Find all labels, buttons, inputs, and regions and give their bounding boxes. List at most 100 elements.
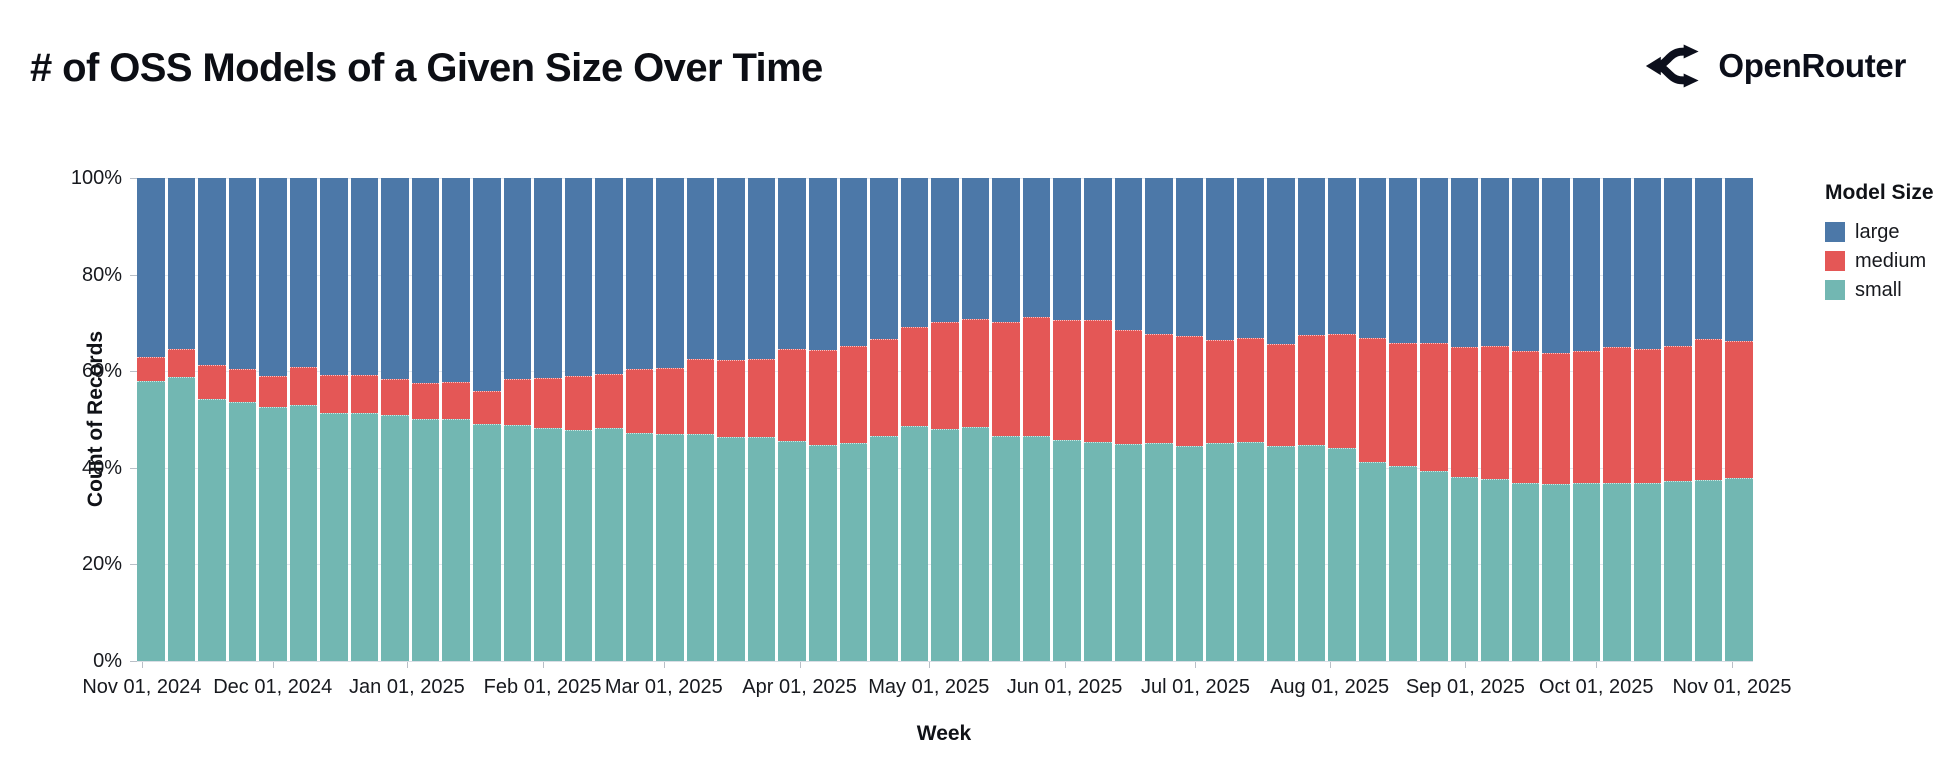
bar-segment-medium [625, 368, 654, 433]
y-tick [130, 661, 137, 662]
bar-segment-large [167, 178, 196, 349]
bar-segment-medium [1694, 339, 1723, 480]
bar-segment-medium [350, 375, 379, 414]
bar-segment-medium [1450, 346, 1479, 478]
bar-segment-small [473, 423, 501, 661]
bar-week-50 [1633, 178, 1662, 661]
bar-segment-small [381, 415, 409, 661]
y-tick [130, 274, 137, 276]
brand-name: OpenRouter [1718, 47, 1906, 84]
bar-segment-small [1358, 461, 1387, 661]
bar-segment-medium [411, 383, 440, 420]
bar-segment-small [809, 445, 837, 661]
bar-segment-large [1664, 178, 1692, 347]
y-tick [130, 564, 137, 566]
legend-entry-medium: medium [1825, 251, 1947, 271]
bar-segment-small [1083, 441, 1112, 661]
bar-week-43 [1419, 178, 1448, 661]
bar-segment-large [625, 178, 654, 369]
bar-week-20 [717, 178, 745, 661]
bar-segment-large [442, 178, 471, 383]
x-tick-label: Nov 01, 2025 [1672, 676, 1792, 698]
bar-segment-medium [809, 349, 837, 446]
bar-segment-medium [534, 377, 562, 428]
bar-segment-large [1694, 178, 1723, 340]
x-tick [1596, 662, 1598, 668]
bar-segment-large [1725, 178, 1753, 341]
bar-week-8 [350, 178, 379, 661]
x-tick-label: May 01, 2025 [868, 676, 990, 698]
y-axis-title: Count of Records [84, 330, 108, 508]
bar-segment-medium [1542, 353, 1570, 485]
bar-segment-large [1419, 178, 1448, 343]
legend-entries: large medium small [1825, 222, 1947, 300]
x-tick-label: Apr 01, 2025 [742, 676, 857, 698]
bar-week-29 [992, 178, 1020, 661]
bar-segment-medium [961, 318, 990, 428]
bar-week-39 [1297, 178, 1326, 661]
bar-week-32 [1083, 178, 1112, 661]
bar-segment-large [1603, 178, 1631, 347]
bar-week-27 [931, 178, 959, 661]
bar-segment-medium [1053, 319, 1081, 440]
bar-segment-small [259, 407, 287, 661]
bar-segment-small [411, 419, 440, 661]
bar-segment-small [1236, 441, 1265, 661]
bar-week-12 [473, 178, 501, 661]
bar-segment-medium [503, 378, 532, 425]
bar-segment-medium [198, 365, 226, 400]
legend-title: Model Size [1825, 181, 1934, 204]
bar-segment-small [1572, 483, 1601, 661]
bar-segment-large [1236, 178, 1265, 339]
bar-segment-large [1572, 178, 1601, 351]
x-tick [1329, 662, 1331, 668]
bar-week-47 [1542, 178, 1570, 661]
bar-segment-large [1145, 178, 1173, 334]
bar-week-23 [809, 178, 837, 661]
legend-entry-small: small [1825, 280, 1947, 300]
bar-segment-large [686, 178, 715, 360]
bar-segment-medium [839, 346, 868, 443]
bar-segment-large [1053, 178, 1081, 320]
bar-week-53 [1725, 178, 1753, 661]
bar-segment-medium [289, 366, 318, 405]
bar-segment-medium [564, 376, 593, 431]
legend-swatch-small [1825, 280, 1845, 300]
bar-segment-medium [473, 390, 501, 424]
bar-segment-large [411, 178, 440, 384]
bar-segment-small [503, 424, 532, 661]
bar-segment-medium [1328, 333, 1356, 448]
bar-segment-large [137, 178, 165, 357]
bar-segment-medium [656, 368, 684, 435]
bar-week-24 [839, 178, 868, 661]
bar-segment-medium [1633, 349, 1662, 483]
bar-week-15 [564, 178, 593, 661]
x-tick [406, 662, 408, 668]
y-tick-label: 40% [81, 456, 122, 479]
bar-week-7 [320, 178, 348, 661]
bar-segment-large [747, 178, 776, 360]
x-tick-label: Jan 01, 2025 [349, 676, 465, 698]
bar-segment-small [198, 399, 226, 661]
bar-segment-large [1114, 178, 1143, 331]
openrouter-logo[interactable]: OpenRouter [1645, 42, 1906, 90]
legend-swatch-large [1825, 222, 1845, 242]
y-tick-label: 60% [81, 360, 122, 383]
bar-segment-large [1481, 178, 1509, 347]
x-tick-label: Mar 01, 2025 [604, 676, 723, 698]
bar-segment-medium [320, 375, 348, 414]
bar-segment-small [1328, 447, 1356, 661]
bar-week-51 [1664, 178, 1692, 661]
bar-segment-large [259, 178, 287, 377]
bar-segment-large [198, 178, 226, 366]
bar-segment-large [870, 178, 898, 340]
bar-segment-small [717, 437, 745, 661]
bar-segment-small [1542, 484, 1570, 661]
bar-segment-small [564, 430, 593, 661]
bar-segment-medium [1725, 340, 1753, 479]
bar-week-40 [1328, 178, 1356, 661]
bar-week-38 [1267, 178, 1295, 661]
bar-segment-small [1389, 465, 1417, 661]
bar-segment-medium [1145, 334, 1173, 443]
bar-segment-large [534, 178, 562, 378]
